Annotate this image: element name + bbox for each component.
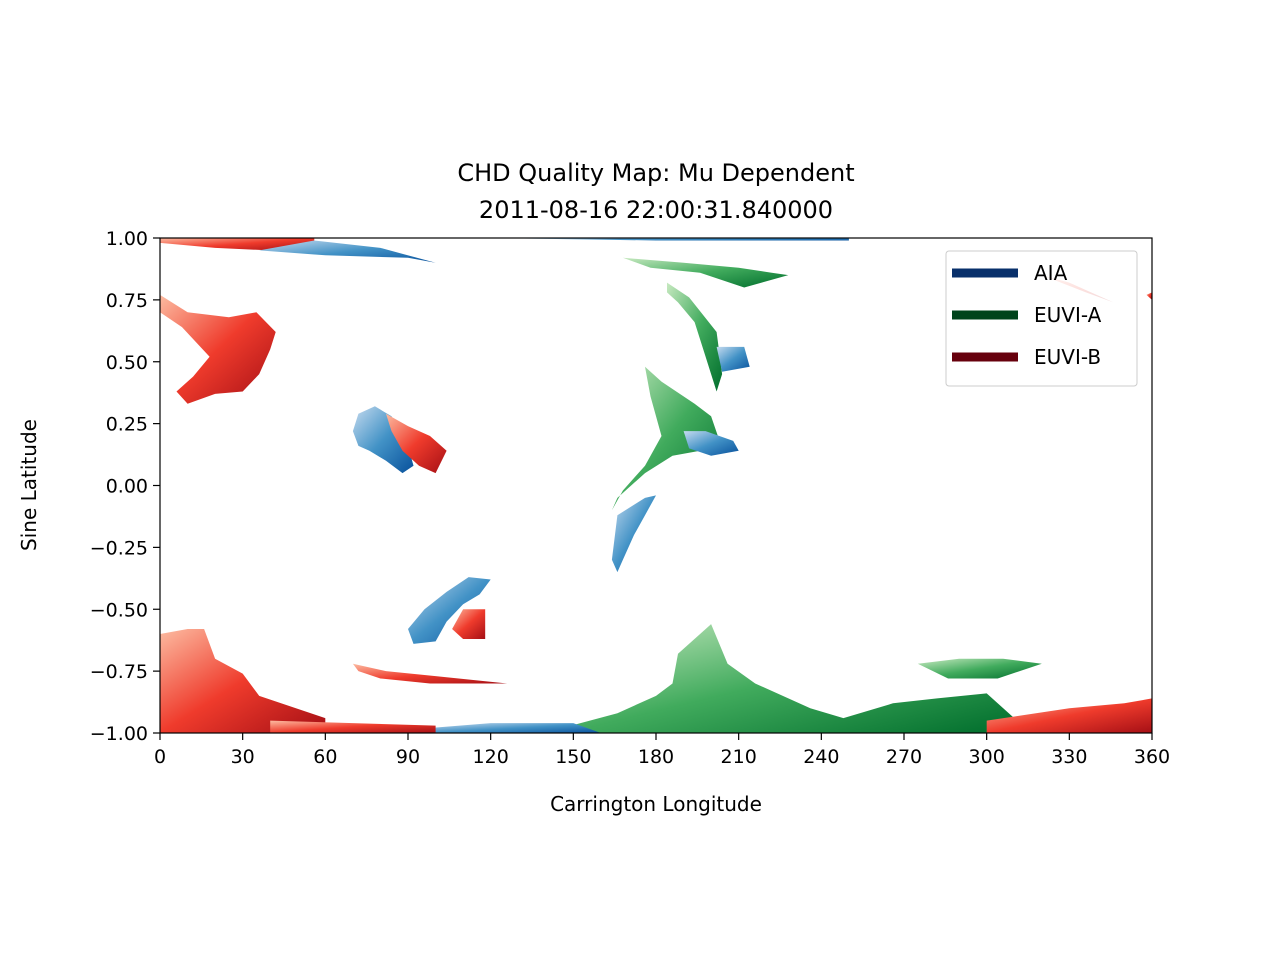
region-euvi-b-17 <box>270 720 436 733</box>
x-tick-label: 60 <box>313 746 337 768</box>
region-aia-20 <box>490 238 849 241</box>
regions-layer <box>160 238 1152 733</box>
x-axis-label: Carrington Longitude <box>550 792 762 816</box>
region-euvi-a-9 <box>622 257 789 288</box>
x-tick-label: 0 <box>154 746 166 768</box>
y-tick-label: 1.00 <box>106 228 148 250</box>
x-tick-label: 330 <box>1051 746 1087 768</box>
y-tick-label: 0.50 <box>106 352 148 374</box>
legend-label-aia: AIA <box>1034 261 1068 285</box>
x-tick-label: 360 <box>1134 746 1170 768</box>
region-euvi-a-8 <box>667 282 723 392</box>
ticks-layer: 0 30 60 90 120 150 180 210 240 270 300 330 360 1.00 0.… <box>90 228 1170 768</box>
region-aia-19 <box>259 240 436 263</box>
region-aia-3 <box>408 577 491 644</box>
region-euvi-a-6 <box>611 366 723 511</box>
region-aia-16 <box>430 723 601 733</box>
region-euvi-b-11 <box>160 629 326 733</box>
region-euvi-b-2 <box>386 413 447 474</box>
legend-entries: AIA EUVI-A EUVI-B <box>952 261 1102 369</box>
chart-title-line2: 2011-08-16 22:00:31.840000 <box>479 196 833 224</box>
y-tick-label: 0.00 <box>106 476 148 498</box>
x-tick-label: 210 <box>721 746 757 768</box>
x-tick-label: 240 <box>803 746 839 768</box>
x-tick-label: 30 <box>231 746 255 768</box>
region-euvi-a-13 <box>562 624 1015 733</box>
legend-label-euvi-b: EUVI-B <box>1034 345 1101 369</box>
region-euvi-b-0 <box>160 294 276 404</box>
x-tick-label: 180 <box>638 746 674 768</box>
y-tick-label: −0.50 <box>90 599 148 621</box>
region-aia-7 <box>683 431 739 456</box>
legend-box <box>945 250 1138 387</box>
region-aia-5 <box>611 495 656 573</box>
y-tick-label: −0.75 <box>90 661 148 683</box>
region-euvi-a-14 <box>917 658 1042 679</box>
x-tick-label: 300 <box>969 746 1005 768</box>
chart-title-line1: CHD Quality Map: Mu Dependent <box>457 159 854 187</box>
y-tick-label: 0.25 <box>106 414 148 436</box>
y-axis-label: Sine Latitude <box>17 419 41 551</box>
x-tick-label: 90 <box>396 746 420 768</box>
legend: AIA EUVI-A EUVI-B <box>945 250 1138 387</box>
y-tick-label: −0.25 <box>90 537 148 559</box>
region-euvi-b-22 <box>1146 292 1152 300</box>
region-euvi-b-12 <box>352 663 508 684</box>
y-tick-label: −1.00 <box>90 723 148 745</box>
x-tick-label: 270 <box>886 746 922 768</box>
region-aia-1 <box>352 406 414 474</box>
legend-label-euvi-a: EUVI-A <box>1034 303 1102 327</box>
region-euvi-b-4 <box>452 609 486 639</box>
y-tick-label: 0.75 <box>106 290 148 312</box>
x-tick-label: 150 <box>555 746 591 768</box>
region-aia-10 <box>716 346 750 372</box>
region-euvi-b-15 <box>986 698 1152 733</box>
x-tick-label: 120 <box>473 746 509 768</box>
region-euvi-b-18 <box>160 238 315 251</box>
